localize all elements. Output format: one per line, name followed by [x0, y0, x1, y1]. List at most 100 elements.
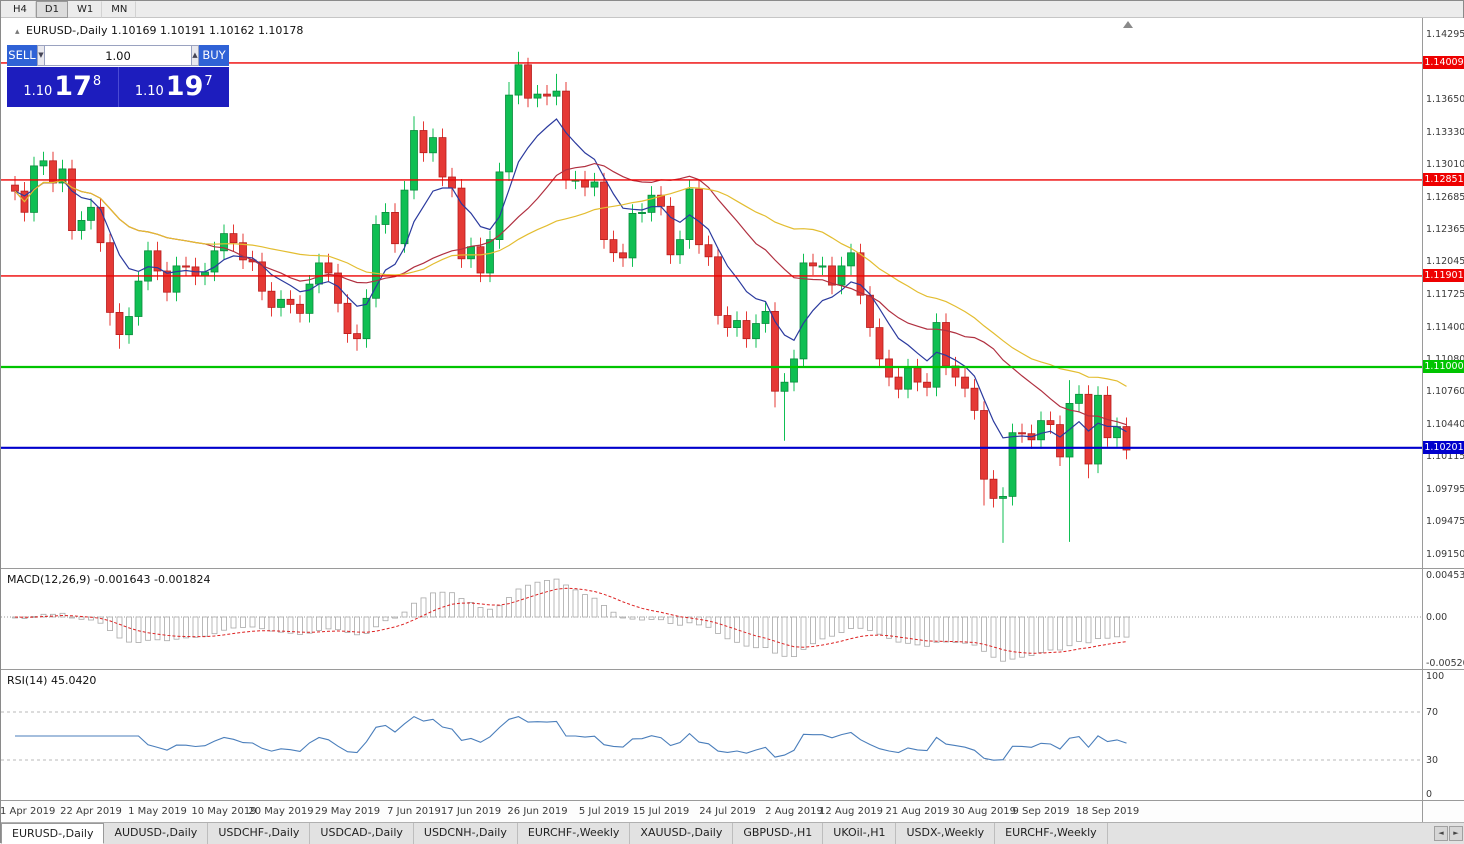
date-axis[interactable]: 11 Apr 2019 22 Apr 2019 1 May 2019 10 May 2… [0, 800, 1464, 822]
chart-tab-audusd-daily[interactable]: AUDUSD-,Daily [104, 823, 209, 844]
price-tick: 1.13330 [1426, 126, 1464, 138]
chart-tab-gbpusd-h1[interactable]: GBPUSD-,H1 [733, 823, 824, 844]
date-label: 9 Sep 2019 [1012, 806, 1070, 817]
ohlc-values: 1.10169 1.10191 1.10162 1.10178 [110, 24, 304, 37]
moving-average-34 [14, 179, 1127, 387]
date-label: 26 Jun 2019 [507, 806, 568, 817]
chart-tab-usdx-weekly[interactable]: USDX-,Weekly [896, 823, 996, 844]
timeframe-button-w1[interactable]: W1 [68, 0, 103, 18]
sell-price-pips: 17 [54, 71, 92, 102]
buy-price-frac: 7 [204, 73, 213, 89]
rsi-axis: 100 70 30 0 [1422, 670, 1464, 800]
tab-scroll-left-icon[interactable]: ◄ [1434, 826, 1448, 841]
buy-price-display[interactable]: 1.10 19 7 [117, 67, 230, 107]
header-marker-icon: ▴ [15, 27, 20, 37]
price-tick: 1.10115 [1426, 451, 1464, 463]
price-tag: 1.11901 [1423, 269, 1464, 283]
date-label: 2 Aug 2019 [765, 806, 823, 817]
timeframe-button-mn[interactable]: MN [102, 0, 137, 18]
date-label: 21 Aug 2019 [885, 806, 950, 817]
date-label: 1 May 2019 [128, 806, 187, 817]
rsi-tick: 70 [1426, 707, 1439, 718]
price-tick: 1.11725 [1426, 288, 1464, 300]
price-tick: 1.12365 [1426, 224, 1464, 236]
moving-average-8 [14, 118, 1127, 439]
price-tick: 1.09475 [1426, 516, 1464, 528]
macd-histogram [12, 578, 1130, 662]
buy-price-pips: 19 [165, 71, 204, 102]
chart-tabs: EURUSD-,Daily AUDUSD-,Daily USDCHF-,Daily U… [1, 823, 1108, 844]
rsi-tick: 30 [1426, 755, 1439, 766]
tab-scroll-right-icon[interactable]: ► [1449, 826, 1463, 841]
sell-price-display[interactable]: 1.10 17 8 [7, 67, 118, 107]
date-label: 20 May 2019 [248, 806, 314, 817]
date-label: 11 Apr 2019 [0, 806, 56, 817]
sell-price-frac: 8 [92, 73, 102, 89]
macd-tick: 0.004536 [1426, 570, 1464, 582]
date-label: 22 Apr 2019 [60, 806, 122, 817]
date-label: 24 Jul 2019 [699, 806, 756, 817]
chart-shift-marker-icon [1123, 21, 1133, 28]
date-label: 12 Aug 2019 [818, 806, 884, 817]
price-tick: 1.10760 [1426, 386, 1464, 398]
price-tag: 1.11000 [1423, 360, 1464, 374]
chart-tab-usdcad-daily[interactable]: USDCAD-,Daily [310, 823, 414, 844]
date-label: 17 Jun 2019 [440, 806, 502, 817]
price-tick: 1.13010 [1426, 158, 1464, 170]
date-label: 5 Jul 2019 [578, 806, 630, 817]
price-tick: 1.12045 [1426, 256, 1464, 268]
date-label: 30 Aug 2019 [951, 806, 1017, 817]
price-chart-panel: 1.14295 1.13650 1.13330 1.13010 1.12685 1.123… [1, 18, 1464, 568]
macd-signal-line [14, 587, 1127, 654]
rsi-line [15, 715, 1127, 761]
candlesticks [11, 51, 1131, 543]
buy-price-prefix: 1.10 [134, 83, 164, 99]
sell-button[interactable]: SELL [7, 45, 37, 66]
price-tick: 1.09150 [1426, 548, 1464, 560]
timeframe-button-d1[interactable]: D1 [35, 0, 68, 18]
chart-tab-xauusd-daily[interactable]: XAUUSD-,Daily [630, 823, 734, 844]
macd-tick: -0.005205 [1426, 658, 1464, 669]
chart-tab-usdcnh-daily[interactable]: USDCNH-,Daily [413, 823, 518, 844]
date-label: 15 Jul 2019 [632, 806, 690, 817]
chart-tab-eurchf-weekly[interactable]: EURCHF-,Weekly [517, 823, 631, 844]
rsi-tick: 0 [1426, 789, 1433, 800]
price-tick: 1.11400 [1426, 321, 1464, 333]
date-label: 18 Sep 2019 [1075, 806, 1140, 817]
moving-average-21 [14, 162, 1127, 426]
rsi-canvas [1, 711, 1422, 761]
price-tag: 1.10201 [1423, 441, 1464, 455]
rsi-label: RSI(14) 45.0420 [7, 674, 97, 687]
price-tick: 1.09795 [1426, 483, 1464, 495]
chart-tab-eurchf-weekly[interactable]: EURCHF-,Weekly [995, 823, 1108, 844]
price-tick: 1.11080 [1426, 353, 1464, 365]
ohlc-header: ▴ EURUSD-,Daily 1.10169 1.10191 1.10162 … [15, 24, 303, 37]
date-axis-corner [1422, 801, 1464, 822]
date-label: 7 Jun 2019 [387, 806, 441, 817]
rsi-indicator-panel: 100 70 30 0 RSI(14) 45.0420 [1, 669, 1464, 800]
price-chart-canvas[interactable] [1, 18, 1422, 567]
macd-axis: 0.004536 0.00 -0.005205 [1422, 569, 1464, 669]
date-label: 10 May 2019 [191, 806, 257, 817]
price-tick: 1.10440 [1426, 418, 1464, 430]
price-tick: 1.14295 [1426, 28, 1464, 40]
price-tick: 1.12685 [1426, 191, 1464, 203]
timeframe-toolbar: H4 D1 W1 MN [1, 0, 1463, 18]
volume-input[interactable] [45, 45, 191, 66]
price-tag: 1.12851 [1423, 173, 1464, 187]
volume-decrease-button[interactable]: ▼ [37, 45, 45, 66]
chart-tab-bar: EURUSD-,Daily AUDUSD-,Daily USDCHF-,Daily U… [1, 822, 1464, 844]
one-click-trade-panel: SELL ▼ ▲ BUY 1.10 17 8 1.10 19 7 [7, 45, 229, 107]
buy-button[interactable]: BUY [199, 45, 229, 66]
volume-increase-button[interactable]: ▲ [191, 45, 199, 66]
timeframe-button-h4[interactable]: H4 [4, 0, 36, 18]
tab-scroll-controls: ◄ ► [1434, 826, 1463, 841]
rsi-tick: 100 [1426, 671, 1445, 682]
sell-price-prefix: 1.10 [23, 83, 53, 99]
chart-tab-ukoil-h1[interactable]: UKOil-,H1 [823, 823, 897, 844]
chart-tab-eurusd-daily[interactable]: EURUSD-,Daily [1, 823, 105, 844]
macd-canvas [1, 578, 1422, 662]
chart-tab-usdchf-daily[interactable]: USDCHF-,Daily [208, 823, 311, 844]
price-axis[interactable]: 1.14295 1.13650 1.13330 1.13010 1.12685 1.123… [1422, 18, 1464, 568]
